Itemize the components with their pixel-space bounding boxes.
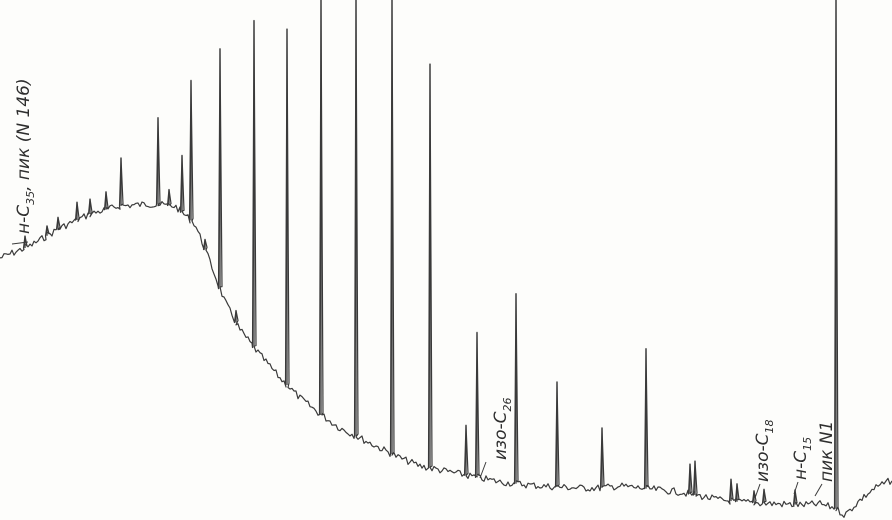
label-leader-n-c15 xyxy=(793,481,799,495)
label-leader-iso-c26 xyxy=(479,461,487,479)
label-peak-n1: пик N1 xyxy=(817,421,837,482)
label-n-c35: н-C35, пик (N 146) xyxy=(14,78,37,234)
label-leader-peak-n1 xyxy=(814,483,823,497)
label-iso-c18: изо-C18 xyxy=(753,420,776,483)
label-leader-iso-c18 xyxy=(754,483,761,499)
label-leader-n-c35 xyxy=(11,241,29,245)
label-n-c15: н-C15 xyxy=(791,437,814,480)
label-iso-c26: изо-C26 xyxy=(491,398,514,461)
